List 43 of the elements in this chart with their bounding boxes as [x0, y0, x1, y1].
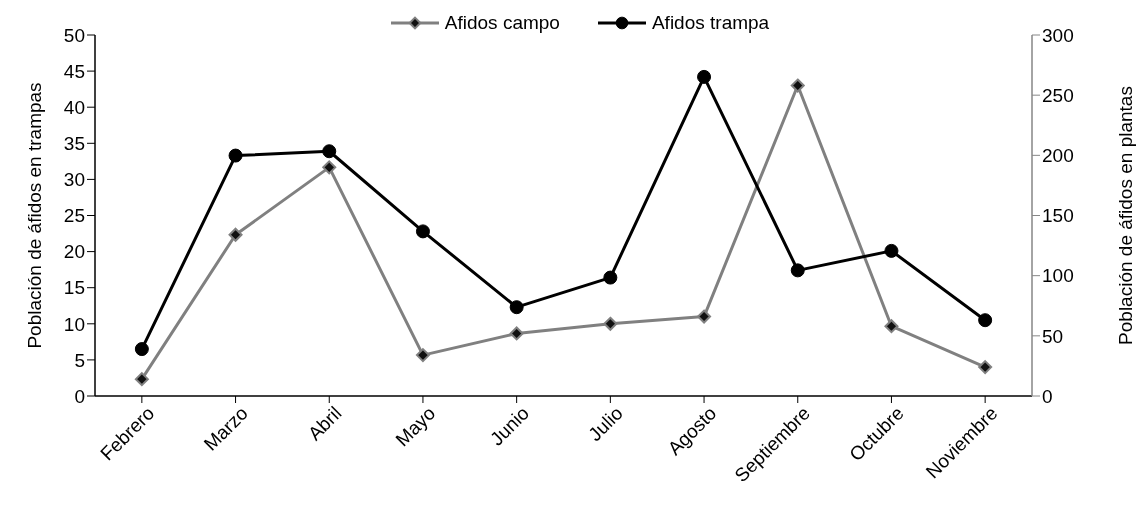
point — [134, 372, 149, 387]
point — [884, 243, 899, 258]
y-tick-label: 30 — [63, 169, 85, 191]
point — [228, 227, 243, 242]
y-tick-label: 45 — [63, 60, 85, 82]
point — [322, 144, 337, 159]
y2-tick-label: 150 — [1042, 205, 1074, 227]
y-tick-label: 35 — [63, 133, 85, 155]
y2-tick-label: 200 — [1042, 145, 1074, 167]
y-tick-label: 0 — [74, 385, 85, 407]
y2-tick-label: 0 — [1042, 385, 1053, 407]
y2-tick-label: 50 — [1042, 325, 1064, 347]
point — [978, 313, 993, 328]
point — [790, 263, 805, 278]
y-tick-label: 10 — [63, 313, 85, 335]
point — [697, 69, 712, 84]
point — [228, 148, 243, 163]
y2-tick-label: 100 — [1042, 265, 1074, 287]
point — [697, 309, 712, 324]
point — [509, 326, 524, 341]
point — [509, 300, 524, 315]
y-tick-label: 40 — [63, 96, 85, 118]
point — [415, 224, 430, 239]
y-tick-label: 50 — [63, 24, 85, 46]
legend-label: Afidos campo — [444, 12, 560, 34]
point — [884, 319, 899, 334]
x-tick-label: Julio — [584, 402, 627, 445]
y-axis-title: Población de áfidos en trampas — [23, 82, 45, 349]
y2-tick-label: 300 — [1042, 24, 1074, 46]
point — [415, 348, 430, 363]
y-tick-label: 25 — [63, 205, 85, 227]
point — [134, 342, 149, 357]
y2-axis-title: Población de áfidos en plantas — [1114, 86, 1136, 345]
point — [603, 270, 618, 285]
point — [603, 316, 618, 331]
y-tick-label: 20 — [63, 241, 85, 263]
y-tick-label: 5 — [74, 349, 85, 371]
legend-label: Afidos trampa — [651, 12, 770, 34]
point — [790, 78, 805, 93]
y-tick-label: 15 — [63, 277, 85, 299]
point — [322, 160, 337, 175]
point — [978, 360, 993, 375]
y2-tick-label: 250 — [1042, 84, 1074, 106]
